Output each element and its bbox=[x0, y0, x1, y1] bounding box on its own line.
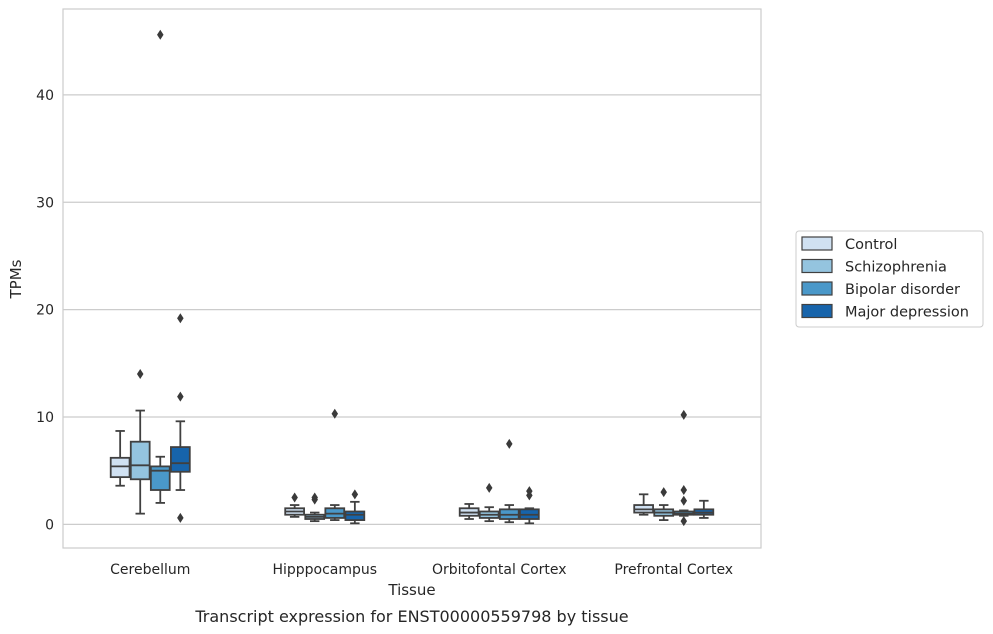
box-group bbox=[324, 408, 346, 521]
outlier-point bbox=[311, 492, 318, 503]
outlier-point bbox=[506, 438, 513, 449]
box-group bbox=[519, 486, 540, 525]
legend-swatch bbox=[801, 281, 833, 296]
box-group bbox=[693, 499, 715, 519]
y-tick-label: 30 bbox=[36, 195, 54, 211]
box-group bbox=[673, 409, 695, 527]
box bbox=[149, 465, 171, 491]
legend-swatch bbox=[801, 258, 833, 274]
legend-swatch bbox=[801, 303, 833, 319]
legend-label: Schizophrenia bbox=[845, 260, 947, 276]
outlier-point bbox=[526, 486, 533, 497]
box bbox=[129, 440, 151, 481]
x-axis-label: Tissue bbox=[387, 581, 435, 599]
y-tick-label: 40 bbox=[36, 88, 54, 104]
y-axis-ticks: 0 10 20 30 40 bbox=[36, 88, 54, 533]
box-group bbox=[129, 369, 151, 515]
box bbox=[170, 446, 191, 473]
outlier-point bbox=[680, 516, 688, 527]
box-group bbox=[633, 493, 654, 516]
box-group bbox=[284, 492, 305, 518]
box bbox=[109, 456, 131, 479]
box-group bbox=[498, 438, 520, 524]
box-group bbox=[653, 487, 675, 521]
box-group bbox=[304, 492, 326, 523]
box-group bbox=[170, 313, 191, 523]
legend-swatch bbox=[801, 236, 833, 251]
box-group bbox=[458, 503, 480, 520]
box-group bbox=[149, 29, 171, 504]
outlier-point bbox=[136, 369, 144, 380]
boxes bbox=[109, 29, 715, 527]
figure-caption: Transcript expression for ENST0000055979… bbox=[194, 607, 628, 626]
box-group bbox=[478, 482, 500, 523]
x-tick-label: Orbitofontal Cortex bbox=[432, 562, 567, 578]
x-tick-label: Prefrontal Cortex bbox=[614, 562, 733, 578]
legend-frame bbox=[795, 230, 984, 328]
outlier-point bbox=[177, 313, 184, 324]
outlier-point bbox=[157, 29, 164, 40]
outlier-point bbox=[680, 409, 688, 420]
outlier-point bbox=[680, 485, 688, 496]
x-tick-label: Cerebellum bbox=[110, 562, 190, 578]
y-tick-label: 0 bbox=[45, 517, 54, 533]
outlier-point bbox=[680, 495, 688, 506]
y-tick-label: 10 bbox=[36, 410, 54, 426]
gridlines bbox=[63, 94, 761, 525]
x-axis-ticks: Cerebellum Hipppocampus Orbitofontal Corte… bbox=[110, 562, 733, 578]
legend-label: Major depression bbox=[845, 305, 969, 321]
outlier-point bbox=[177, 512, 184, 523]
x-tick-label: Hipppocampus bbox=[272, 562, 377, 578]
box bbox=[344, 510, 366, 521]
y-tick-label: 20 bbox=[36, 303, 54, 319]
outlier-point bbox=[291, 492, 298, 503]
outlier-point bbox=[177, 391, 184, 402]
outlier-point bbox=[660, 487, 667, 498]
box-group bbox=[109, 430, 131, 487]
legend-label: Control bbox=[845, 237, 897, 253]
box-group bbox=[344, 489, 366, 525]
outlier-point bbox=[331, 408, 339, 419]
y-axis-label: TPMs bbox=[7, 259, 25, 299]
outlier-point bbox=[351, 489, 359, 500]
legend: Control Schizophrenia Bipolar disorder Majo… bbox=[795, 230, 984, 328]
legend-label: Bipolar disorder bbox=[845, 282, 960, 298]
outlier-point bbox=[485, 482, 493, 493]
